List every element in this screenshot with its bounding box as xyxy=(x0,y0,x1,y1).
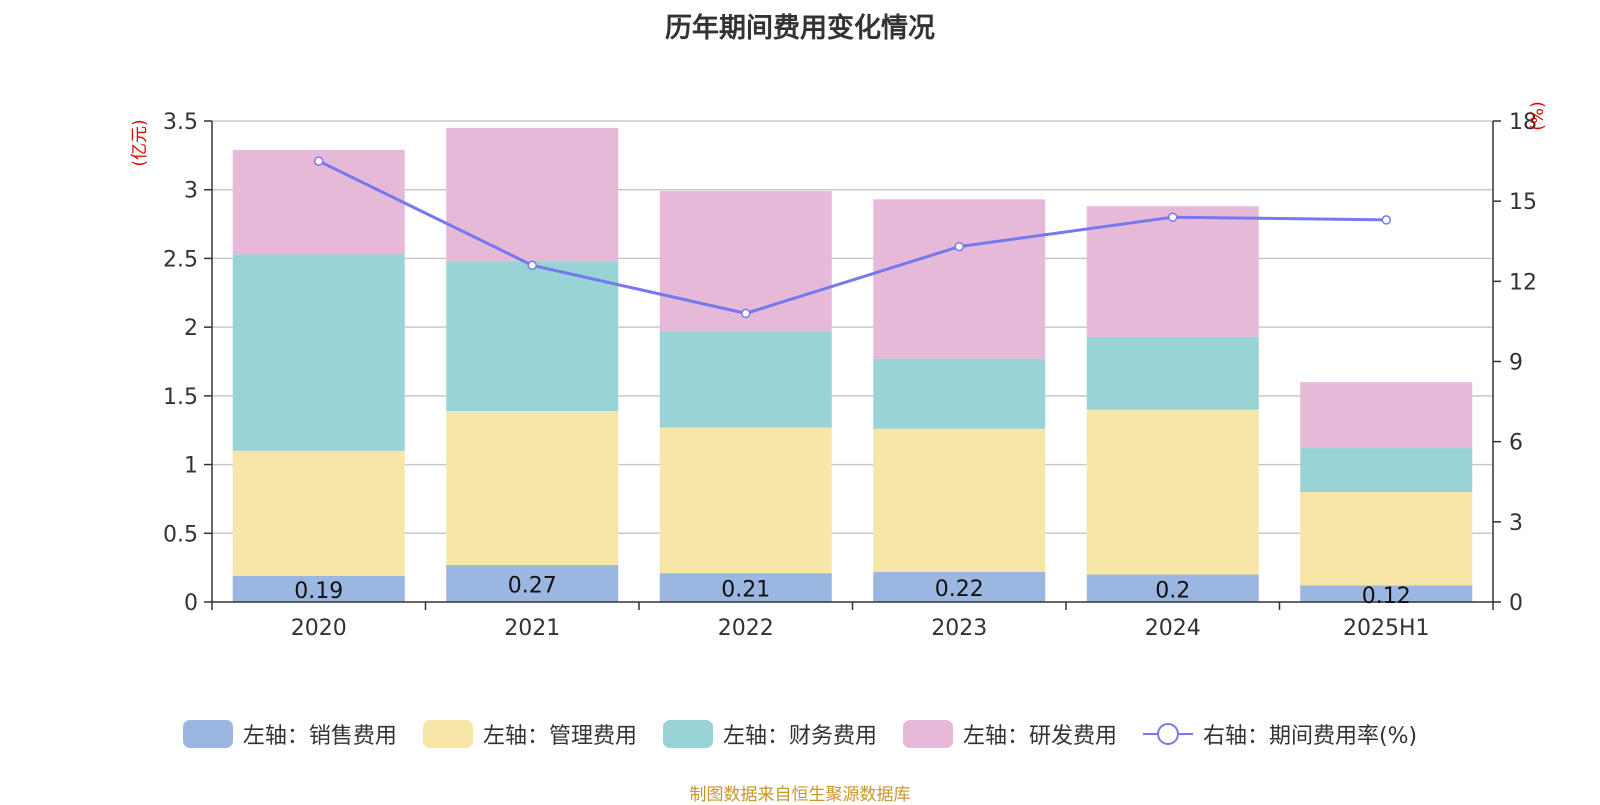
legend-label: 左轴：研发费用 xyxy=(962,724,1117,749)
data-label: 0.2 xyxy=(1155,578,1190,603)
x-axis-tick-label: 2024 xyxy=(1145,616,1201,641)
left-axis-tick-label: 2 xyxy=(184,316,198,341)
x-axis-tick-label: 2025H1 xyxy=(1343,616,1430,641)
left-axis-tick-label: 1.5 xyxy=(163,385,198,410)
bar-segment xyxy=(232,450,405,576)
right-axis-tick-label: 15 xyxy=(1509,190,1537,215)
legend: 左轴：销售费用 左轴：管理费用 左轴：财务费用 左轴：研发费用 右轴：期间费用率(%) xyxy=(0,718,1600,750)
right-axis-tick-label: 12 xyxy=(1509,270,1537,295)
bar-segment xyxy=(232,149,405,255)
bars xyxy=(232,127,1473,602)
legend-label: 右轴：期间费用率(%) xyxy=(1202,724,1418,749)
right-axis-tick-label: 18 xyxy=(1509,110,1537,135)
left-axis-tick-label: 0.5 xyxy=(163,522,198,547)
bar-segment xyxy=(873,428,1046,572)
right-axis-tick-label: 3 xyxy=(1509,511,1523,536)
x-axis-tick-label: 2021 xyxy=(504,616,560,641)
bar-segment xyxy=(446,564,619,602)
left-axis-tick-label: 2.5 xyxy=(163,247,198,272)
bar-segment xyxy=(873,571,1046,602)
bar-segment xyxy=(873,199,1046,359)
bar-segment xyxy=(659,191,832,332)
bar-segment xyxy=(1300,492,1473,586)
legend-item[interactable]: 右轴：期间费用率(%) xyxy=(1142,718,1418,750)
legend-label: 左轴：管理费用 xyxy=(482,724,637,749)
bar-segment xyxy=(659,573,832,602)
right-axis-tick-label: 0 xyxy=(1509,591,1523,616)
right-axis-tick-label: 9 xyxy=(1509,351,1523,376)
bar-segment xyxy=(446,127,619,262)
rate-point xyxy=(954,241,964,252)
legend-item[interactable]: 左轴：管理费用 xyxy=(422,718,637,750)
bar-segment xyxy=(659,331,832,428)
bar-segment xyxy=(1086,409,1259,575)
data-label: 0.19 xyxy=(294,579,343,604)
x-axis-tick-label: 2023 xyxy=(931,616,987,641)
bar-segment xyxy=(1086,574,1259,602)
chart-canvas: 0 0.5 1 1.5 2 2.5 3 3.5 0 3 6 9 12 15 18 2020 2021 2022 20… xyxy=(130,101,1548,641)
bar-segment xyxy=(1300,448,1473,493)
x-axis-tick-label: 2022 xyxy=(718,616,774,641)
bar-segment xyxy=(232,575,405,602)
chart-title: 历年期间费用变化情况 xyxy=(665,13,935,44)
bar-segment xyxy=(446,261,619,411)
legend-item[interactable]: 左轴：销售费用 xyxy=(182,718,397,750)
rate-line-path xyxy=(318,159,1387,315)
rate-point xyxy=(527,260,537,271)
data-label: 0.27 xyxy=(508,573,557,598)
left-axis-tick-label: 1 xyxy=(184,454,198,479)
legend-label: 左轴：财务费用 xyxy=(722,724,877,749)
bar-segment xyxy=(873,358,1046,429)
legend-swatch xyxy=(422,720,473,748)
bar-segment xyxy=(659,427,832,574)
rate-point xyxy=(1168,212,1178,222)
data-label: 0.22 xyxy=(935,577,984,602)
bar-segment xyxy=(1086,206,1259,337)
rate-point xyxy=(1381,215,1391,225)
legend-line-marker xyxy=(1142,723,1193,745)
data-label: 0.12 xyxy=(1362,584,1411,609)
x-axis-tick-label: 2020 xyxy=(291,616,347,641)
data-label: 0.21 xyxy=(721,578,770,603)
left-axis-unit: (亿元) xyxy=(130,119,150,166)
right-axis-unit: (%) xyxy=(1528,101,1548,130)
legend-swatch xyxy=(902,720,953,748)
legend-label: 左轴：销售费用 xyxy=(242,724,397,749)
legend-item[interactable]: 左轴：研发费用 xyxy=(902,718,1117,750)
bar-segment xyxy=(1086,336,1259,410)
bar-segment xyxy=(1300,382,1473,449)
bar-segment xyxy=(446,410,619,565)
rate-point xyxy=(314,156,324,166)
rate-point xyxy=(741,308,751,319)
data-labels: 0.19 0.27 0.21 0.22 0.2 0.12 xyxy=(294,573,1410,608)
legend-item[interactable]: 左轴：财务费用 xyxy=(662,718,877,750)
axes: 0 0.5 1 1.5 2 2.5 3 3.5 0 3 6 9 12 15 18 2020 2021 2022 20… xyxy=(163,110,1537,641)
right-axis-tick-label: 6 xyxy=(1509,431,1523,456)
rate-line xyxy=(314,156,1391,319)
grid-lines xyxy=(212,120,1493,535)
left-axis-tick-label: 3.5 xyxy=(163,110,198,135)
bar-segment xyxy=(1300,585,1473,602)
source-note: 制图数据来自恒生聚源数据库 xyxy=(689,785,911,805)
bar-segment xyxy=(232,254,405,451)
left-axis-tick-label: 3 xyxy=(184,179,198,204)
legend-swatch xyxy=(182,720,233,748)
left-axis-tick-label: 0 xyxy=(184,591,198,616)
legend-swatch xyxy=(662,720,713,748)
